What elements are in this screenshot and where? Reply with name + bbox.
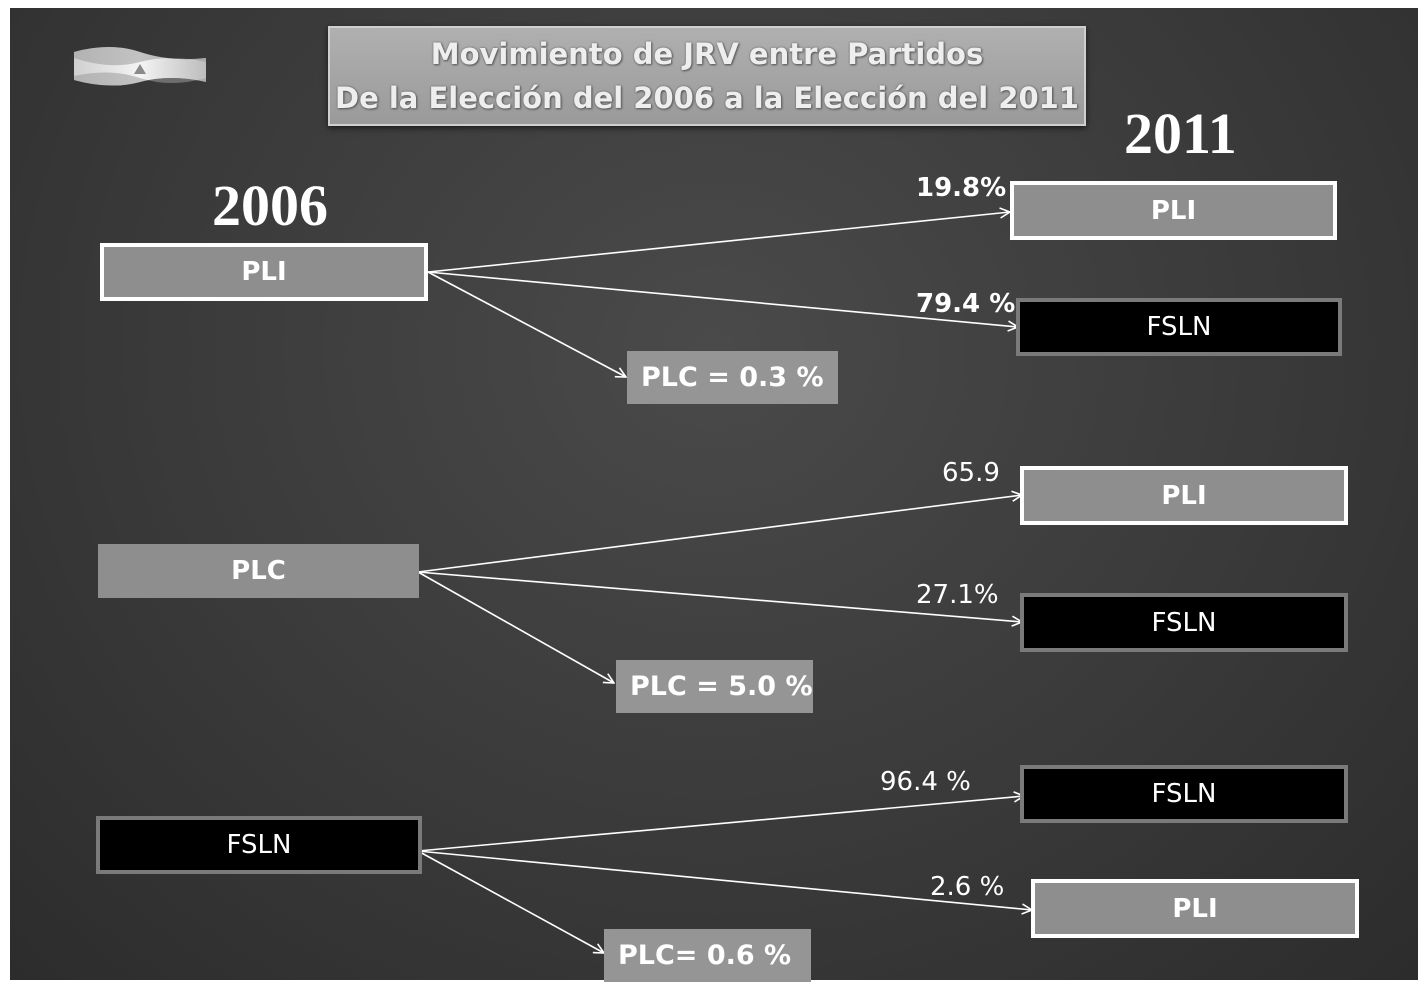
target-box-pli: PLI (1010, 181, 1337, 240)
percent-label: 79.4 % (916, 289, 1016, 319)
title-line-1: Movimiento de JRV entre Partidos (430, 37, 984, 71)
arrow-pli-to-pli (427, 212, 1010, 273)
percent-label: 2.6 % (930, 872, 1005, 902)
arrow-fsln-to-plc (417, 850, 604, 953)
source-box-pli: PLI (100, 243, 428, 301)
title-line-2: De la Elección del 2006 a la Elección de… (335, 81, 1079, 115)
source-box-plc: PLC (98, 544, 419, 598)
arrow-plc-to-pli (417, 495, 1022, 573)
arrow-fsln-to-fsln (417, 796, 1024, 852)
percent-label: 19.8% (916, 173, 1007, 203)
arrow-plc-to-fsln (417, 571, 1022, 622)
arrow-plc-to-plc (417, 571, 614, 683)
plc-result-box: PLC= 0.6 % (604, 929, 811, 982)
target-box-pli: PLI (1020, 466, 1348, 525)
target-box-fsln: FSLN (1020, 593, 1348, 652)
plc-result-box: PLC = 5.0 % (616, 660, 813, 713)
year-from: 2006 (212, 173, 328, 238)
year-to: 2011 (1124, 101, 1237, 166)
nicaragua-flag-icon (74, 47, 206, 86)
percent-label: 96.4 % (880, 767, 971, 797)
percent-label: 65.9 (942, 458, 1000, 488)
plc-result-box: PLC = 0.3 % (627, 351, 838, 404)
arrow-pli-to-plc (427, 271, 626, 377)
title-box: Movimiento de JRV entre Partidos De la E… (328, 26, 1086, 126)
target-box-fsln: FSLN (1020, 765, 1348, 823)
source-box-fsln: FSLN (96, 816, 422, 874)
percent-label: 27.1% (916, 580, 999, 610)
arrow-fsln-to-pli (417, 850, 1032, 910)
target-box-fsln: FSLN (1016, 298, 1342, 356)
arrow-pli-to-fsln (427, 271, 1018, 327)
target-box-pli: PLI (1031, 879, 1359, 938)
